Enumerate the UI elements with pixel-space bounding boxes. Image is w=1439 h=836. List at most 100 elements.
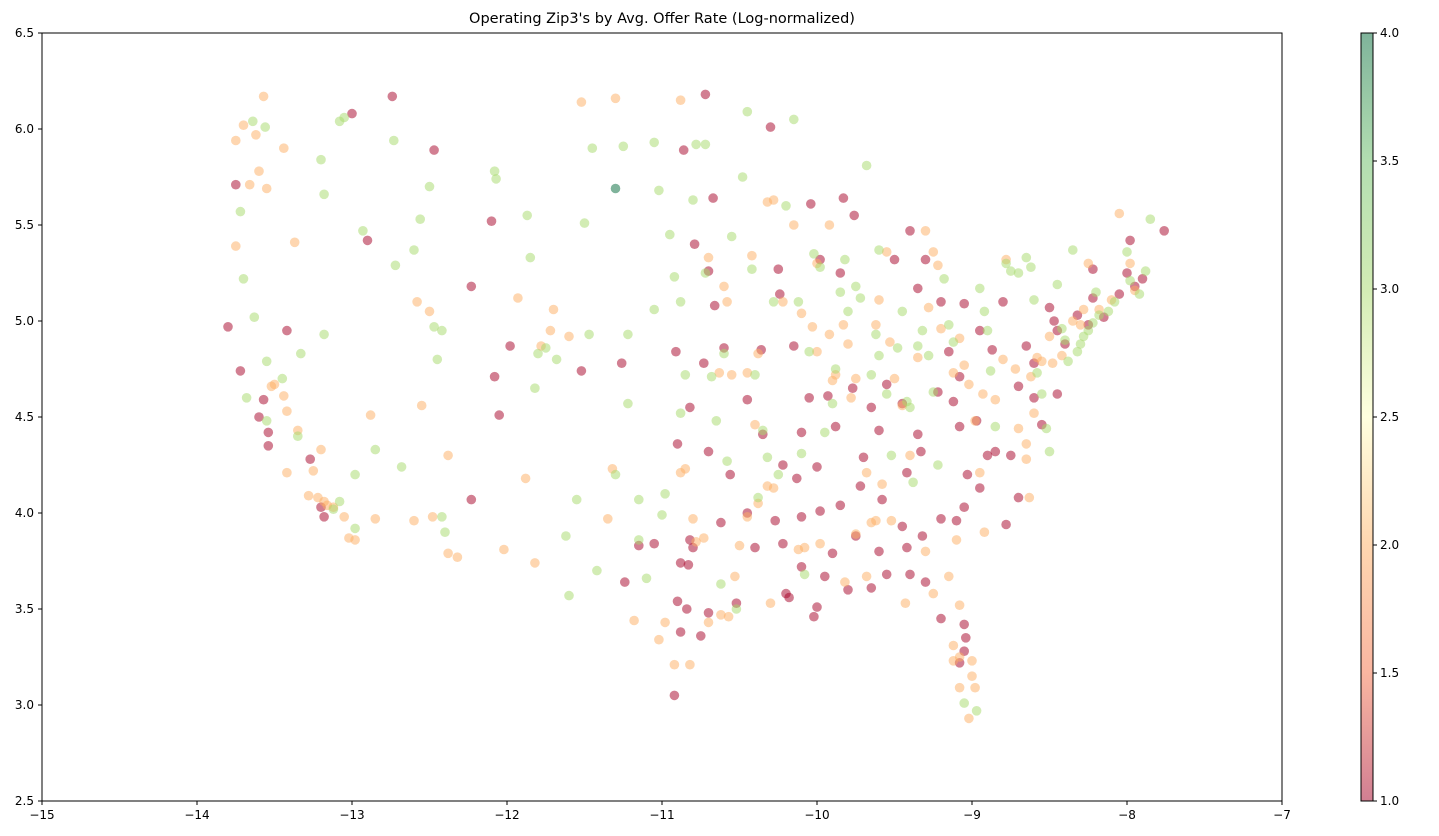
x-tick-label: −14 bbox=[184, 808, 209, 822]
data-point bbox=[796, 308, 807, 319]
data-point bbox=[866, 583, 877, 593]
y-tick-label: 5.0 bbox=[15, 314, 34, 328]
data-point bbox=[241, 393, 252, 403]
data-point bbox=[370, 514, 381, 524]
data-point bbox=[737, 172, 748, 182]
data-point bbox=[719, 348, 729, 359]
data-point bbox=[452, 552, 463, 562]
data-point bbox=[296, 348, 306, 359]
data-point bbox=[897, 521, 908, 532]
data-point bbox=[861, 160, 872, 171]
data-point bbox=[708, 193, 718, 203]
data-point bbox=[979, 527, 990, 537]
data-point bbox=[654, 634, 664, 645]
data-point bbox=[920, 577, 931, 587]
x-tick-label: −10 bbox=[804, 808, 829, 822]
data-point bbox=[282, 325, 292, 336]
data-point bbox=[936, 514, 946, 524]
y-tick-label: 3.0 bbox=[15, 698, 34, 712]
colorbar-tick-label: 3.0 bbox=[1380, 282, 1399, 296]
data-point bbox=[466, 281, 477, 292]
data-point bbox=[781, 201, 791, 211]
data-point bbox=[722, 456, 732, 467]
data-point bbox=[851, 529, 861, 539]
data-point bbox=[683, 560, 694, 570]
data-point bbox=[409, 515, 419, 526]
data-point bbox=[678, 145, 689, 155]
data-point bbox=[830, 364, 841, 374]
data-point bbox=[1013, 423, 1024, 434]
data-point bbox=[699, 533, 709, 543]
data-point bbox=[316, 444, 326, 455]
data-point bbox=[796, 448, 807, 459]
data-point bbox=[660, 617, 670, 628]
data-point bbox=[1122, 268, 1132, 278]
y-axis: 2.5 3.0 3.5 4.0 4.5 5.0 5.5 6.0 6.5 bbox=[15, 26, 42, 808]
data-point bbox=[261, 356, 272, 367]
data-point bbox=[303, 490, 314, 501]
data-point bbox=[703, 446, 714, 457]
data-point bbox=[874, 245, 884, 255]
data-point bbox=[948, 640, 959, 651]
x-tick-label: −12 bbox=[494, 808, 519, 822]
data-point bbox=[319, 189, 329, 200]
data-point bbox=[847, 383, 858, 394]
data-point bbox=[959, 360, 969, 371]
data-point bbox=[812, 462, 822, 472]
data-point bbox=[571, 494, 582, 505]
data-point bbox=[548, 304, 559, 315]
data-point bbox=[768, 483, 779, 493]
data-point bbox=[1072, 346, 1083, 357]
data-point bbox=[970, 682, 980, 693]
data-point bbox=[809, 249, 819, 259]
data-point bbox=[913, 283, 923, 294]
data-point bbox=[742, 106, 753, 117]
data-point bbox=[885, 337, 895, 347]
data-point bbox=[874, 295, 884, 305]
data-point bbox=[688, 195, 698, 205]
data-point bbox=[807, 322, 818, 332]
data-point bbox=[944, 571, 954, 582]
data-point bbox=[618, 141, 629, 152]
data-point bbox=[1024, 492, 1035, 503]
data-point bbox=[1088, 318, 1098, 328]
x-tick-label: −11 bbox=[649, 808, 674, 822]
data-point bbox=[1103, 306, 1114, 317]
x-tick-label: −8 bbox=[1118, 808, 1136, 822]
data-point bbox=[923, 302, 934, 313]
data-point bbox=[649, 538, 659, 549]
data-point bbox=[871, 329, 881, 340]
data-point bbox=[799, 542, 810, 553]
data-point bbox=[959, 698, 969, 708]
data-point bbox=[722, 297, 732, 307]
data-point bbox=[990, 446, 1001, 457]
data-point bbox=[866, 517, 877, 528]
data-point bbox=[370, 444, 381, 455]
y-tick-label: 4.0 bbox=[15, 506, 34, 520]
data-point bbox=[1006, 266, 1016, 276]
data-point bbox=[979, 306, 990, 317]
colorbar-tick-label: 2.5 bbox=[1380, 410, 1399, 424]
y-tick-label: 6.0 bbox=[15, 122, 34, 136]
data-point bbox=[564, 590, 574, 601]
data-point bbox=[886, 515, 897, 526]
data-point bbox=[362, 235, 373, 246]
data-point bbox=[948, 396, 959, 407]
data-point bbox=[775, 289, 785, 299]
data-point bbox=[933, 460, 943, 470]
data-point bbox=[505, 341, 515, 351]
data-point bbox=[881, 247, 892, 257]
data-point bbox=[784, 592, 794, 603]
data-point bbox=[886, 450, 897, 461]
data-point bbox=[967, 671, 977, 681]
data-point bbox=[576, 366, 587, 376]
data-point bbox=[830, 421, 841, 432]
data-point bbox=[412, 297, 422, 307]
data-point bbox=[789, 220, 799, 230]
data-point bbox=[905, 569, 915, 580]
colorbar: 1.0 1.5 2.0 2.5 3.0 3.5 4.0 bbox=[1360, 26, 1399, 808]
data-point bbox=[902, 467, 912, 478]
data-point bbox=[908, 477, 918, 488]
data-point bbox=[913, 352, 923, 363]
